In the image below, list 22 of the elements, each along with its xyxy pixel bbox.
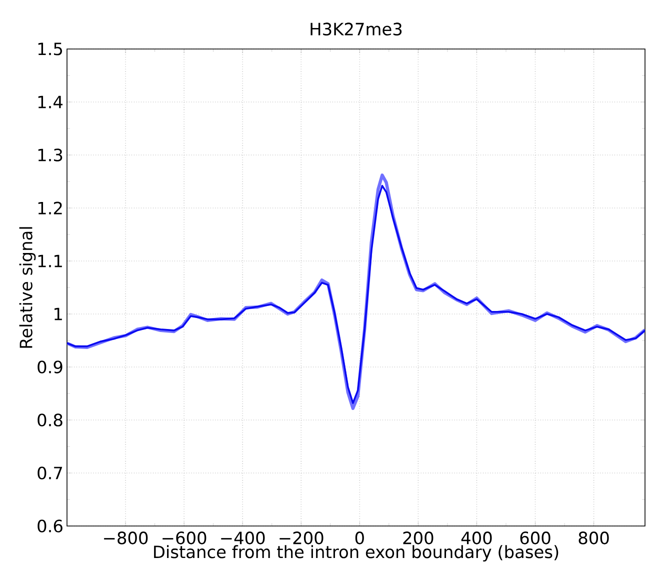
y-tick-label: 1 (54, 308, 62, 320)
x-tick-label: 600 (520, 532, 550, 544)
y-tick-label: 0.8 (38, 414, 62, 426)
x-tick-label: −600 (162, 532, 206, 544)
y-tick-label: 0.7 (38, 466, 62, 480)
x-tick-label: 800 (578, 532, 609, 544)
y-axis-title: Relative signal (19, 227, 36, 348)
x-tick-label: −400 (221, 532, 265, 544)
y-tick-label: 0.9 (38, 360, 62, 374)
y-tick-label: 1.1 (38, 254, 62, 268)
x-tick-label: −800 (104, 532, 148, 544)
x-tick-label: 400 (461, 532, 492, 544)
x-tick-label: 200 (403, 532, 434, 544)
y-tick-label: 1.4 (38, 96, 63, 108)
x-axis-title: Distance from the intron exon boundary (bases) (154, 545, 558, 562)
y-tick-label: 1.3 (38, 148, 62, 162)
x-tick-label: −200 (280, 532, 324, 544)
y-tick-label: 1.2 (38, 202, 62, 214)
y-tick-label: 1.5 (38, 42, 62, 56)
x-tick-label: 0 (355, 532, 364, 544)
y-tick-label: 0.6 (38, 520, 62, 532)
chart-title: H3K27me3 (310, 22, 402, 36)
